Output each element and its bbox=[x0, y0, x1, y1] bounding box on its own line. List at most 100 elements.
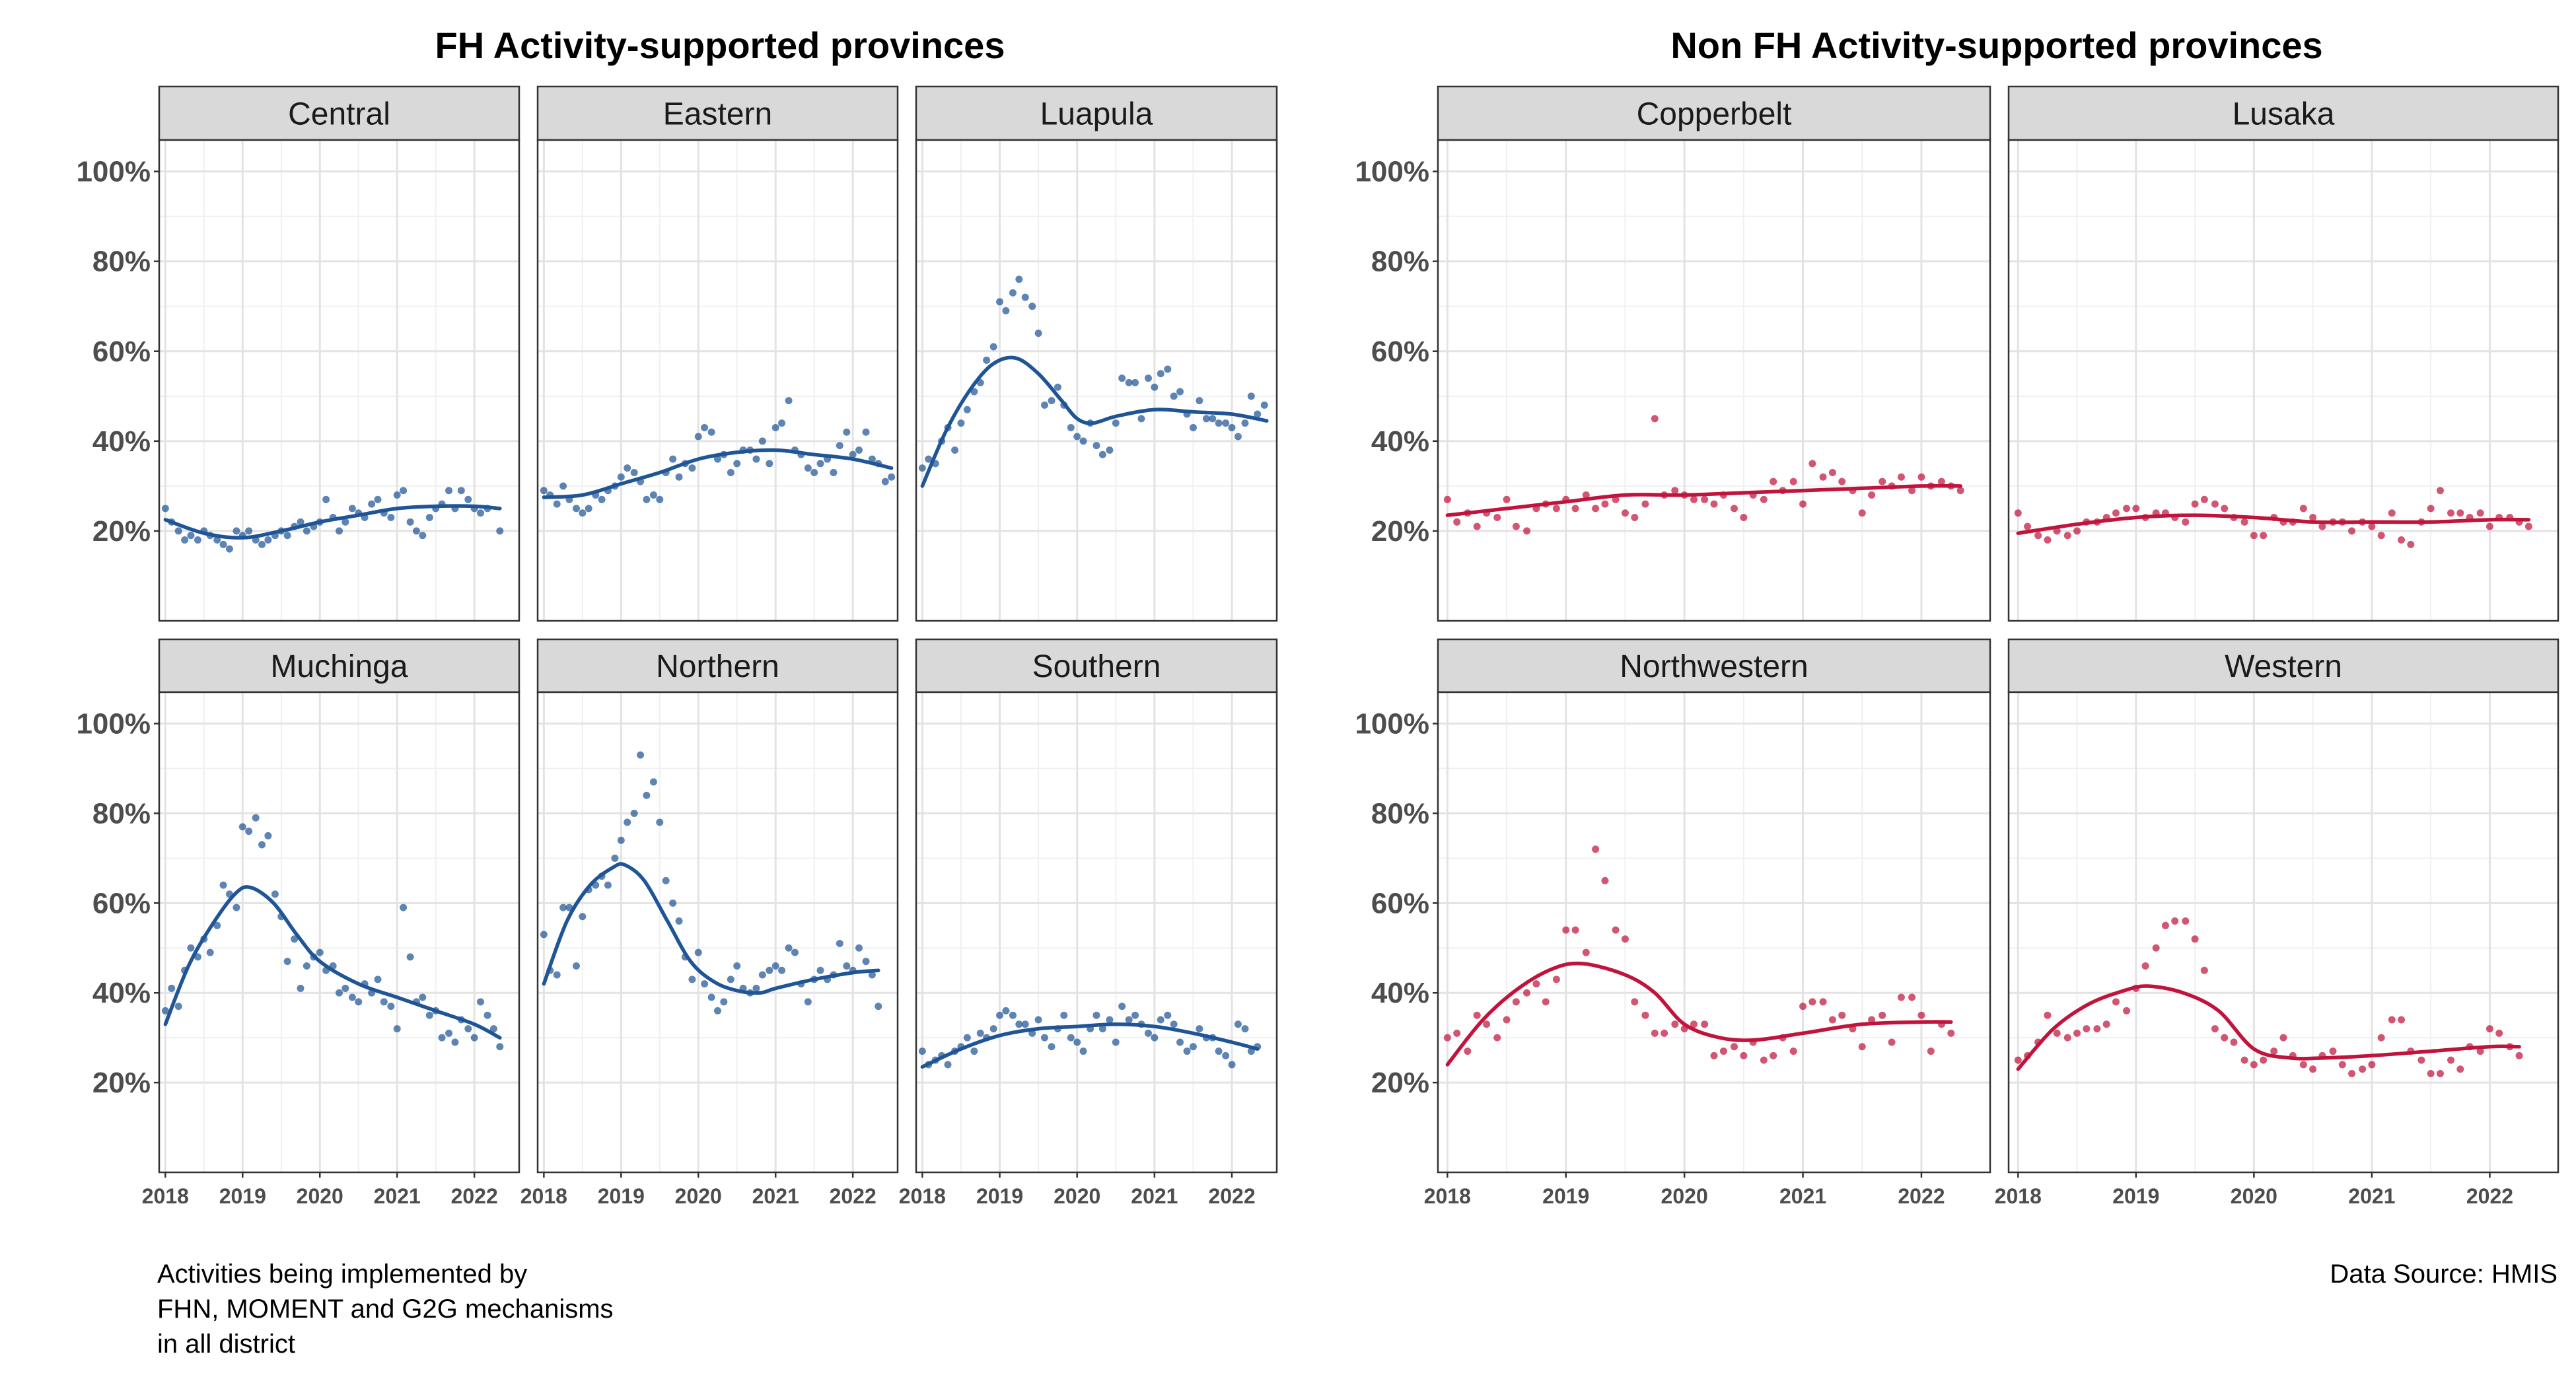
strip-label: Northwestern bbox=[1620, 649, 1808, 684]
data-point bbox=[733, 962, 741, 970]
data-point bbox=[1196, 397, 1203, 405]
data-point bbox=[161, 505, 169, 513]
panel-border bbox=[2007, 691, 2559, 1174]
y-tick-label: 20% bbox=[1371, 1067, 1429, 1099]
data-point bbox=[1601, 876, 1609, 884]
data-point bbox=[264, 536, 272, 544]
panel-border bbox=[1437, 691, 1991, 1174]
data-point bbox=[1710, 1051, 1718, 1059]
data-point bbox=[2044, 536, 2052, 544]
trend-line bbox=[920, 1022, 1260, 1069]
data-point bbox=[1819, 473, 1827, 481]
data-point bbox=[2348, 527, 2356, 535]
data-point bbox=[1131, 378, 1139, 386]
x-tick-label: 2018 bbox=[899, 1184, 946, 1208]
data-point bbox=[2063, 532, 2071, 540]
panel-background bbox=[916, 140, 1277, 621]
data-point bbox=[1740, 1051, 1748, 1059]
data-point bbox=[688, 976, 696, 983]
data-point bbox=[662, 876, 670, 884]
data-point bbox=[1631, 998, 1639, 1006]
data-point bbox=[380, 998, 388, 1006]
strip-label: Copperbelt bbox=[1637, 97, 1792, 132]
right-title: Non FH Activity-supported provinces bbox=[1670, 24, 2322, 66]
data-point bbox=[2132, 505, 2140, 513]
data-point bbox=[341, 984, 349, 992]
data-point bbox=[996, 1011, 1004, 1019]
data-point bbox=[483, 1011, 491, 1019]
data-point bbox=[604, 881, 612, 889]
data-point bbox=[785, 397, 793, 405]
data-point bbox=[174, 527, 182, 535]
data-point bbox=[1453, 1029, 1461, 1037]
panel-luapula: Luapula bbox=[915, 85, 1278, 622]
data-point bbox=[1164, 365, 1172, 373]
data-point bbox=[2476, 509, 2484, 517]
data-point bbox=[585, 505, 592, 513]
data-point bbox=[2191, 935, 2199, 943]
data-point bbox=[258, 540, 266, 548]
data-point bbox=[1241, 419, 1249, 427]
y-tick-label: 40% bbox=[1371, 977, 1429, 1009]
data-point bbox=[213, 921, 221, 929]
data-point bbox=[1443, 1034, 1451, 1042]
data-point bbox=[1234, 1020, 1242, 1028]
y-tick-label: 80% bbox=[1371, 797, 1429, 830]
data-point bbox=[1067, 1034, 1075, 1042]
data-point bbox=[451, 1038, 459, 1046]
data-point bbox=[1888, 1038, 1896, 1046]
data-point bbox=[1254, 410, 1262, 418]
data-point bbox=[579, 509, 587, 517]
data-point bbox=[1730, 505, 1738, 513]
strip-background bbox=[536, 638, 899, 694]
data-point bbox=[1897, 473, 1905, 481]
data-point bbox=[1808, 998, 1816, 1006]
panel-border bbox=[2007, 139, 2559, 622]
data-point bbox=[1493, 514, 1501, 522]
data-point bbox=[1897, 993, 1905, 1001]
data-point bbox=[925, 455, 933, 463]
data-point bbox=[2034, 532, 2042, 540]
panel-background bbox=[538, 692, 898, 1172]
data-point bbox=[617, 473, 625, 481]
data-point bbox=[2221, 505, 2229, 513]
data-point bbox=[181, 536, 189, 544]
data-point bbox=[624, 464, 631, 472]
data-point bbox=[291, 935, 299, 943]
data-point bbox=[464, 1025, 472, 1033]
y-tick-label: 100% bbox=[1355, 708, 1429, 740]
footnote-line-1: Activities being implemented by bbox=[157, 1260, 527, 1289]
data-point bbox=[1701, 495, 1709, 503]
data-point bbox=[374, 976, 382, 983]
data-point bbox=[2053, 1029, 2061, 1037]
data-point bbox=[1009, 1011, 1017, 1019]
data-point bbox=[168, 984, 176, 992]
data-point bbox=[2515, 1051, 2523, 1059]
data-point bbox=[348, 505, 356, 513]
strip-label: Lusaka bbox=[2233, 97, 2335, 132]
data-point bbox=[875, 1003, 882, 1011]
data-point bbox=[1710, 500, 1718, 508]
data-point bbox=[816, 460, 824, 468]
data-point bbox=[1947, 1029, 1955, 1037]
data-point bbox=[2329, 1048, 2337, 1055]
data-point bbox=[1671, 487, 1679, 495]
data-point bbox=[1021, 293, 1029, 301]
data-point bbox=[1241, 1025, 1249, 1033]
panel-background bbox=[2009, 140, 2558, 621]
panel-background bbox=[1438, 140, 1990, 621]
data-point bbox=[1009, 289, 1017, 297]
x-tick-label: 2021 bbox=[374, 1184, 421, 1208]
x-tick-label: 2022 bbox=[1898, 1184, 1945, 1208]
data-point bbox=[425, 1011, 433, 1019]
data-point bbox=[336, 989, 343, 997]
data-point bbox=[983, 356, 991, 364]
data-point bbox=[368, 500, 376, 508]
data-point bbox=[1542, 998, 1550, 1006]
data-point bbox=[656, 495, 664, 503]
data-point bbox=[1651, 1029, 1659, 1037]
data-point bbox=[1054, 383, 1061, 391]
data-point bbox=[1028, 302, 1036, 310]
data-point bbox=[2083, 1025, 2091, 1033]
strip-label: Muchinga bbox=[270, 649, 408, 684]
